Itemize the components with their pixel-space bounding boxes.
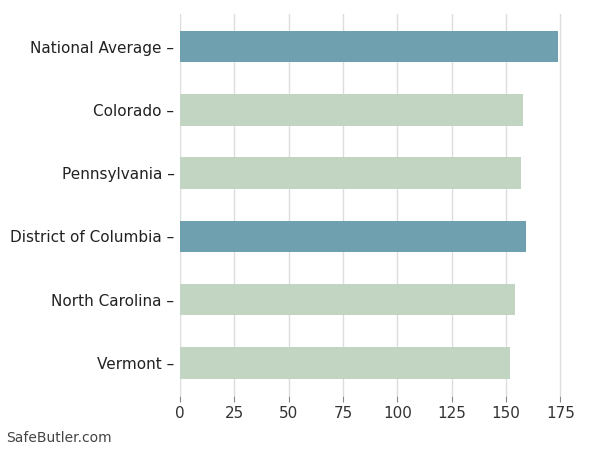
Bar xyxy=(180,158,521,189)
Bar xyxy=(180,94,523,126)
Bar xyxy=(180,284,515,315)
Bar xyxy=(180,347,510,378)
Bar xyxy=(180,31,558,63)
Bar xyxy=(180,220,526,252)
Text: SafeButler.com: SafeButler.com xyxy=(6,432,112,446)
